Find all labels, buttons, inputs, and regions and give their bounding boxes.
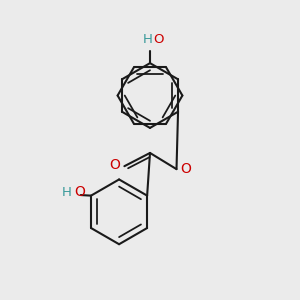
Text: H: H [142, 33, 152, 46]
Text: O: O [74, 185, 85, 199]
Text: H: H [62, 186, 72, 199]
Text: O: O [180, 162, 191, 176]
Text: O: O [110, 158, 121, 172]
Text: O: O [153, 33, 164, 46]
